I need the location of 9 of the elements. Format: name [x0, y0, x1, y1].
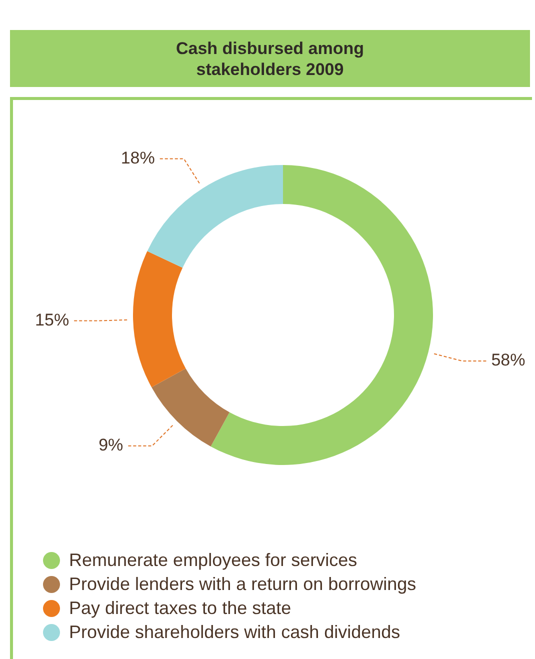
legend-label: Provide lenders with a return on borrowings [69, 573, 416, 596]
chart-title: Cash disbursed among stakeholders 2009 [175, 38, 365, 80]
legend-label: Remunerate employees for services [69, 549, 358, 572]
data-label: 9% [98, 436, 124, 454]
legend-label: Pay direct taxes to the state [69, 597, 292, 620]
data-label: 15% [35, 310, 70, 330]
legend-label: Provide shareholders with cash dividends [69, 621, 400, 644]
data-label: 58% [491, 350, 526, 370]
data-label: 18% [120, 148, 155, 168]
